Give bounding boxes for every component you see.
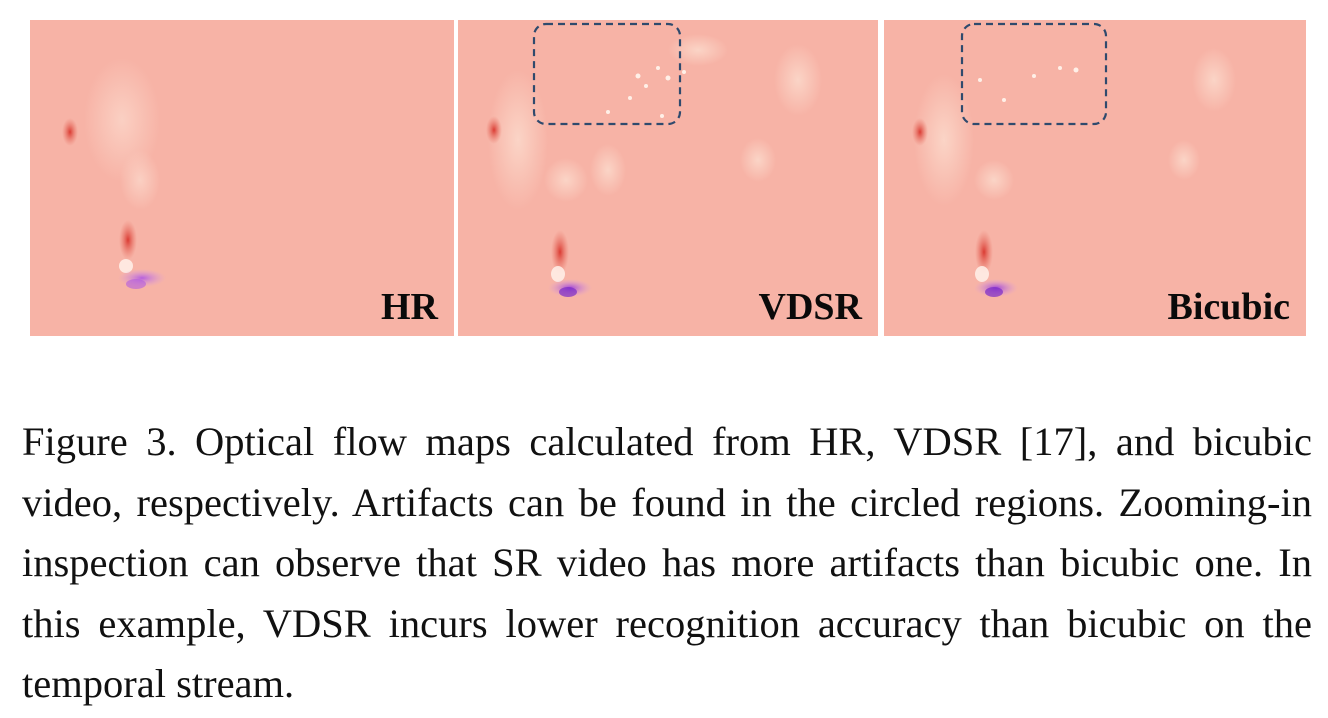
artifact-region-box <box>960 22 1108 126</box>
panel-label-bicubic: Bicubic <box>1167 286 1290 328</box>
optical-flow-map-vdsr <box>458 20 878 336</box>
optical-flow-map-bicubic <box>884 20 1306 336</box>
panel-label-hr: HR <box>381 286 438 328</box>
panel-label-vdsr: VDSR <box>758 286 862 328</box>
figure-caption: Figure 3. Optical flow maps calculated f… <box>22 419 1312 706</box>
figure-panels: HR <box>30 20 1306 336</box>
panel-hr: HR <box>30 20 454 336</box>
panel-vdsr: VDSR <box>458 20 878 336</box>
artifact-region-box <box>532 22 682 126</box>
panel-bicubic: Bicubic <box>884 20 1306 336</box>
optical-flow-map-hr <box>30 20 454 336</box>
